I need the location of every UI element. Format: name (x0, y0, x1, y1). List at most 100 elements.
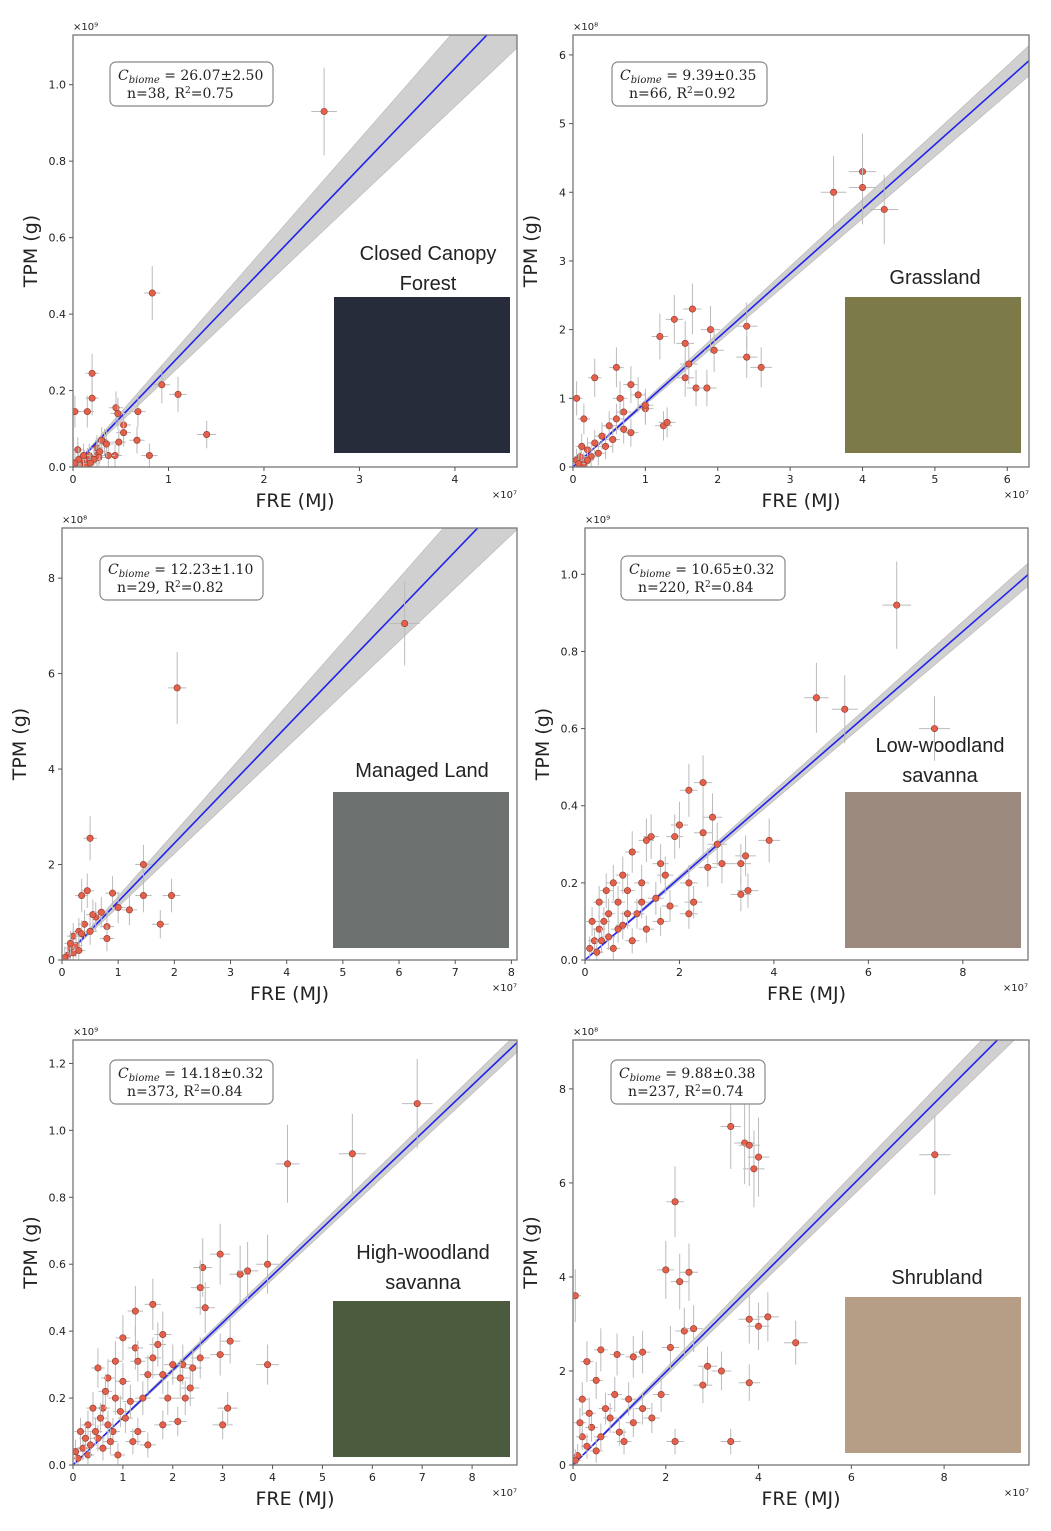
n-prefix: n= (638, 580, 659, 596)
data-point (633, 910, 641, 918)
data-point (66, 939, 74, 947)
y-tick-label: 1.0 (561, 568, 579, 581)
biome-label: Low-woodland (876, 735, 1005, 757)
panel-1: Closed Canopy Forest 0 1 2 3 4 0.0 0.2 0.4 0.6 0.8 1… (20, 22, 518, 512)
data-point (657, 917, 665, 925)
confidence-band (73, 35, 517, 467)
data-point (642, 925, 650, 933)
plot-frame (572, 34, 1030, 468)
x-tick-label: 7 (452, 966, 459, 979)
points-group (585, 561, 950, 960)
data-point (591, 439, 599, 447)
data-point (413, 1100, 421, 1108)
plot-frame (72, 34, 518, 468)
y-tick-label: 0.2 (561, 877, 579, 890)
confidence-band (62, 528, 517, 960)
x-tick-label: 6 (848, 1471, 855, 1484)
n-prefix: n= (628, 1084, 649, 1100)
data-point (642, 836, 650, 844)
data-point (106, 1438, 114, 1446)
data-point (573, 394, 581, 402)
data-point (126, 1397, 134, 1405)
data-point (89, 911, 97, 919)
c-equals: = (671, 562, 692, 578)
y-tick-label: 0.0 (49, 461, 67, 474)
x-tick-label: 5 (319, 1471, 326, 1484)
data-point (148, 289, 156, 297)
data-point (111, 1394, 119, 1402)
n-prefix: n= (629, 86, 650, 102)
data-point (601, 1405, 609, 1413)
data-point (605, 933, 613, 941)
points-group (62, 581, 420, 960)
x-tick-label: 3 (219, 1471, 226, 1484)
data-point (727, 1123, 735, 1131)
x-tick-label: 8 (469, 1471, 476, 1484)
data-point (264, 1361, 272, 1369)
data-point (109, 1428, 117, 1436)
data-point (638, 879, 646, 887)
x-tick-label: 1 (642, 473, 649, 486)
data-point (676, 1278, 684, 1286)
data-point (78, 930, 86, 938)
data-point (690, 1325, 698, 1333)
data-point (666, 902, 674, 910)
x-tick-label: 3 (356, 473, 363, 486)
data-point (588, 1423, 596, 1431)
data-point (688, 305, 696, 313)
stat-box (611, 61, 768, 107)
r2-equals: = (181, 580, 193, 596)
x-tick-label: 7 (419, 1471, 426, 1484)
biome-label: Shrubland (891, 1267, 982, 1289)
r2-equals: = (711, 580, 723, 596)
x-tick-label: 0 (570, 1471, 577, 1484)
y-multiplier: ×10⁸ (573, 1027, 598, 1038)
data-point (139, 892, 147, 900)
n-value: 29 (138, 580, 156, 596)
stat-box (620, 555, 786, 601)
stat-box (109, 61, 274, 107)
confidence-band (585, 562, 1028, 960)
data-point (595, 898, 603, 906)
data-point (186, 1384, 194, 1392)
biome-inset-image (334, 297, 510, 453)
data-point (89, 1404, 97, 1412)
data-point (80, 452, 88, 460)
r2-superscript: 2 (705, 580, 711, 590)
data-point (104, 1374, 112, 1382)
data-point (173, 684, 181, 692)
data-point (81, 1434, 89, 1442)
data-point (647, 833, 655, 841)
data-point (585, 1409, 593, 1417)
panel-3: Managed Land 0 1 2 3 4 5 6 7 8 0 2 4 6 8 ×10⁸ ×10⁷ FRE (M… (9, 515, 518, 1005)
data-point (573, 1292, 579, 1300)
biome-label: Closed Canopy (360, 243, 497, 265)
r2-value: 0.92 (705, 86, 736, 102)
data-point (73, 408, 79, 416)
r2-prefix: , R (685, 580, 705, 596)
x-tick-label: 8 (508, 966, 515, 979)
data-point (586, 944, 594, 952)
data-point (134, 408, 142, 416)
data-point (264, 1260, 272, 1268)
x-tick-label: 2 (676, 966, 683, 979)
c-biome-text: Cbiome = 26.07±2.50 (118, 68, 263, 86)
x-tick-label: 2 (171, 966, 178, 979)
y-tick-label: 0.2 (49, 1392, 67, 1405)
data-point (216, 1250, 224, 1258)
y-tick-label: 1.0 (49, 1124, 67, 1137)
x-tick-label: 6 (865, 966, 872, 979)
data-point (145, 452, 153, 460)
x-multiplier: ×10⁷ (492, 1488, 517, 1499)
data-point (675, 821, 683, 829)
data-point (612, 415, 620, 423)
data-point (83, 887, 91, 895)
y-tick-label: 0.2 (49, 385, 67, 398)
data-point (131, 1307, 139, 1315)
c-biome-text: Cbiome = 9.39±0.35 (620, 68, 756, 86)
x-tick-label: 5 (339, 966, 346, 979)
data-point (575, 460, 583, 467)
y-tick-label: 0.8 (49, 1191, 67, 1204)
data-point (144, 1371, 152, 1379)
